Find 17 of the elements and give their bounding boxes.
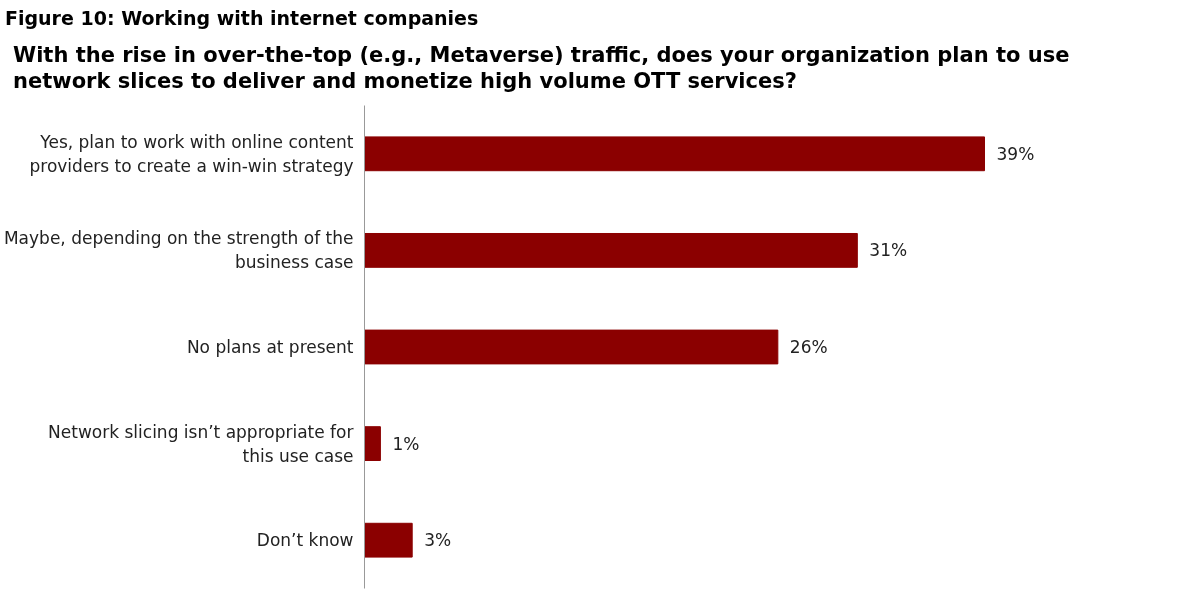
data-label: 31% <box>869 240 908 261</box>
data-label: 3% <box>424 529 452 550</box>
data-label: 39% <box>996 143 1035 164</box>
y-tick-label: No plans at present <box>186 336 354 357</box>
y-tick-label: Don’t know <box>256 529 354 550</box>
bar <box>364 232 858 268</box>
chart-title: With the rise in over-the-top (e.g., Metaverse) traffic, does your organization plan to use network slices to deliver and monetize high volume OTT services? <box>13 42 1071 95</box>
bar <box>364 425 381 461</box>
caption: Figure 10: Working with internet companies <box>5 6 479 31</box>
data-label: 1% <box>392 433 420 454</box>
bar <box>364 329 779 365</box>
data-label: 26% <box>789 336 828 357</box>
y-tick-label: Yes, plan to work with online content providers to create a win-win strategy <box>29 131 354 176</box>
y-tick-label: Maybe, depending on the strength of the business case <box>3 228 354 273</box>
bar <box>364 136 985 171</box>
bar <box>364 522 413 558</box>
y-tick-label: Network slicing isn’t appropriate for this use case <box>48 421 354 466</box>
